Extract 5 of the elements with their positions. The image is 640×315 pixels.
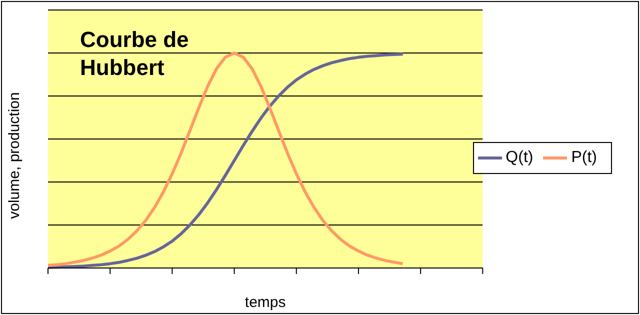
chart-title: Courbe de Hubbert: [80, 26, 190, 82]
legend-label: Q(t): [506, 148, 534, 166]
x-axis-title: temps: [244, 294, 286, 311]
y-axis-title: volume, production: [6, 92, 22, 218]
legend-label: P(t): [571, 148, 597, 166]
